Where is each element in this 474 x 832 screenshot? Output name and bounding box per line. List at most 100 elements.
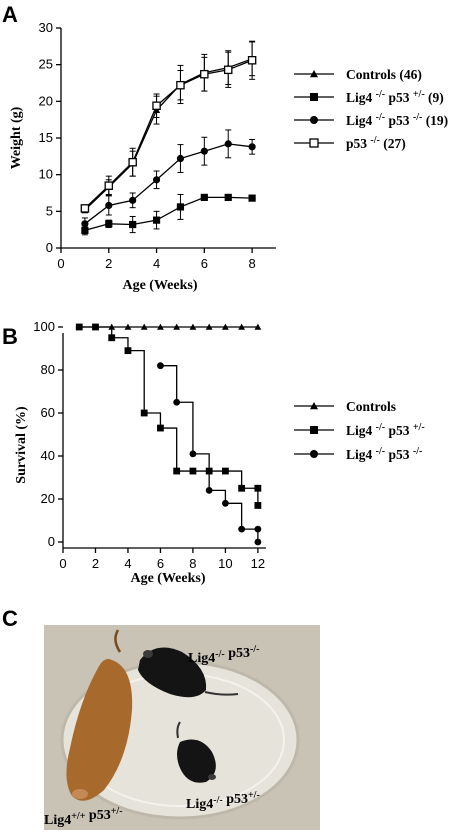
data-point [254,538,262,546]
y-tick-label: 60 [41,405,55,420]
y-tick-label: 20 [39,93,53,108]
data-point [200,69,209,79]
x-tick-label: 12 [251,556,265,571]
legend-marker [310,426,318,434]
data-point [222,467,229,475]
y-axis-label: Weight (g) [9,106,24,169]
data-point [238,525,246,533]
x-axis-label: Age (Weeks) [130,571,205,586]
x-tick-label: 10 [218,556,232,571]
legend-label: Lig4 -/- p53 -/- (19) [346,112,448,128]
x-tick-label: 4 [124,556,131,571]
y-axis-label: Survival (%) [14,406,29,484]
legend-label: Controls (46) [346,67,422,82]
data-point [157,323,164,330]
data-point [140,323,148,330]
black-mouse-top-body [138,647,207,698]
series-open-square [80,40,257,213]
data-point [140,409,148,417]
data-point [176,154,185,163]
y-tick-label: 100 [33,319,55,334]
series-circle [157,362,262,546]
y-tick-label: 15 [39,130,53,145]
x-tick-label: 4 [153,256,160,271]
legend-label: p53 -/- (27) [346,135,406,151]
series-circle [81,129,256,231]
data-point [105,201,113,210]
data-point [105,220,113,228]
step-line [160,365,259,542]
series-square [81,193,256,236]
panel-label-c: C [2,606,18,631]
data-point [157,362,164,370]
series-group [80,40,257,236]
panel-label-a: A [2,2,18,27]
mouse-photo: Lig4-/- p53-/- Lig4+/+ p53+/- Lig4-/- p5… [44,625,320,830]
data-point [189,450,197,458]
y-tick-label: 10 [39,167,53,182]
black-mouse-bottom-ear [208,774,216,780]
step-line [79,326,259,506]
data-point [224,193,232,201]
data-point [152,216,161,224]
brown-mouse [66,629,133,801]
data-point [124,347,132,355]
data-point [173,467,181,475]
x-tick-label: 2 [92,556,99,571]
legend-label: Lig4 -/- p53 +/- (9) [346,89,444,105]
data-point [189,467,197,475]
data-point [80,204,90,213]
data-point [254,484,262,492]
data-point [189,323,197,330]
legend-marker [310,402,318,410]
x-tick-label: 6 [157,556,164,571]
y-tick-label: 0 [48,534,55,549]
black-mouse-top-tail [204,691,239,696]
data-point [223,65,233,75]
data-point [157,424,164,432]
data-point [92,323,99,331]
legend-label: Controls [346,399,396,414]
legend-label: Lig4 -/- p53 +/- [346,422,425,438]
legend-marker [310,116,318,124]
series-group [75,323,262,546]
tick-group: 0 20 40 60 80 100 0 2 4 6 8 10 12 [33,319,265,571]
y-tick-label: 5 [46,203,53,218]
data-point [205,323,213,330]
legend: Controls Lig4 -/- p53 +/- Lig4 -/- p53 -/… [294,399,425,462]
data-point [254,323,262,330]
y-tick-label: 25 [39,57,53,72]
tick-group: 0 5 10 15 20 25 30 0 2 4 6 8 [39,20,256,271]
data-point [173,398,181,406]
data-point [104,181,114,190]
data-point [254,502,262,509]
data-point [205,487,213,494]
brown-mouse-ear [72,789,88,799]
data-point [152,176,161,184]
data-point [248,143,256,151]
x-tick-label: 8 [189,556,196,571]
data-point [222,499,229,507]
data-point [81,220,89,228]
data-point [108,334,116,342]
data-point [129,196,137,204]
x-tick-label: 0 [57,256,64,271]
x-tick-label: 8 [248,256,255,271]
survival-chart: 0 20 40 60 80 100 0 2 4 6 8 10 12 Age (Weeks) Surviv… [14,319,425,586]
data-point [254,525,262,533]
legend-label: Lig4 -/- p53 -/- [346,446,422,462]
data-point [224,140,232,148]
black-mouse-top [138,647,239,698]
y-tick-label: 20 [41,491,55,506]
series-line [84,143,253,225]
legend-marker [309,138,319,148]
label-lig4-ko-p53-het: Lig4-/- p53+/- [186,790,260,812]
x-axis-label: Age (Weeks) [122,278,197,293]
data-point [75,323,83,331]
data-point [247,56,257,65]
black-mouse-top-ear [143,650,153,658]
data-point [129,220,137,229]
x-tick-label: 2 [105,256,112,271]
y-tick-label: 80 [41,362,55,377]
